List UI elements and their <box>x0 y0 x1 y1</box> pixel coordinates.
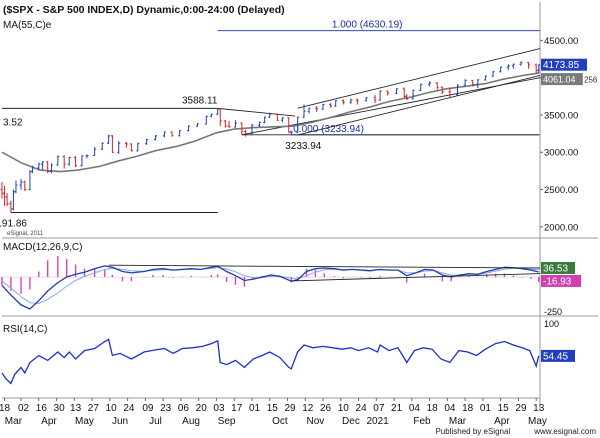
rsi-title: RSI(14,C) <box>3 324 47 335</box>
x-tick-label-12: 03 <box>213 403 225 414</box>
macd-panel: MACD(12,26,9,C) -250 36.53 -16.93 <box>1 242 598 317</box>
x-tick-label-15: 15 <box>267 403 279 414</box>
x-tick-label-11: 20 <box>196 403 208 414</box>
x-month-label-2: May <box>75 416 94 427</box>
x-tick-label-28: 15 <box>498 403 510 414</box>
x-tick-label-10: 06 <box>178 403 190 414</box>
annotation-3: 3.52 <box>3 118 23 129</box>
ma-value-badge: 4061.04 <box>543 75 576 85</box>
rsi-value-badge: 54.45 <box>543 351 568 362</box>
x-tick-label-14: 01 <box>249 403 261 414</box>
rsi-tick-label: 100 <box>544 319 559 329</box>
fib-label-1: 0.000 (3233.94) <box>293 124 364 135</box>
rsi-line <box>1 338 540 385</box>
x-tick-label-1: 02 <box>18 403 30 414</box>
x-tick-label-8: 09 <box>142 403 154 414</box>
site-link[interactable]: www.esignal.com <box>533 427 596 436</box>
x-month-label-9: Dec <box>342 416 360 427</box>
trendline-6 <box>297 48 541 109</box>
macd-trendline-0 <box>108 264 541 269</box>
x-tick-label-9: 23 <box>160 403 172 414</box>
ma-value-badge-bg <box>541 73 583 86</box>
published-by: Published by eSignal <box>435 427 510 436</box>
ma-label: MA(55,C)e <box>3 20 52 31</box>
x-tick-label-30: 13 <box>533 403 545 414</box>
x-axis: 18 02 16 30 13 27 10 24 09 23 06 20 03 17 01 15 29 12 26 10… <box>0 397 547 427</box>
trendline-4 <box>241 77 541 136</box>
annotation-2: 2191.86 <box>0 219 27 230</box>
x-month-label-14: May <box>528 416 547 427</box>
x-tick-label-24: 18 <box>427 403 439 414</box>
annotation-0: 3588.11 <box>182 95 218 106</box>
x-tick-label-27: 01 <box>480 403 492 414</box>
x-tick-label-6: 10 <box>106 403 118 414</box>
x-month-label-6: Sep <box>218 416 236 427</box>
macd-line <box>1 265 539 310</box>
x-tick-label-3: 30 <box>54 403 66 414</box>
macd-title: MACD(12,26,9,C) <box>3 242 82 253</box>
last-price-badge-bg <box>541 58 587 71</box>
x-tick-label-16: 29 <box>284 403 296 414</box>
price-panel: 2000.002500.003000.003500.004000.004500.… <box>0 2 598 410</box>
x-tick-label-20: 24 <box>356 403 368 414</box>
annotation-1: 3233.94 <box>285 141 322 152</box>
macd-value-badge-bg <box>541 261 575 274</box>
publisher-text: Published by eSignal www.esignal.com <box>435 427 596 436</box>
rsi-panel: RSI(14,C) 100 54.45 <box>1 319 575 385</box>
y-tick-label-2500: 2500.00 <box>544 185 578 196</box>
ma-line <box>1 72 539 173</box>
x-month-label-7: Oct <box>272 416 288 427</box>
x-tick-label-19: 10 <box>338 403 350 414</box>
x-tick-label-23: 04 <box>409 403 421 414</box>
ma-value-extra: 256 <box>584 76 598 85</box>
x-tick-label-4: 13 <box>70 403 82 414</box>
x-month-label-0: Mar <box>5 416 23 427</box>
x-tick-label-26: 18 <box>462 403 474 414</box>
x-tick-label-25: 04 <box>444 403 456 414</box>
x-tick-label-5: 27 <box>88 403 100 414</box>
macd-hist-badge: -16.93 <box>543 276 572 287</box>
x-month-label-4: Jul <box>149 416 162 427</box>
x-month-label-10: 2021 <box>366 416 389 427</box>
y-tick-label-3000: 3000.00 <box>544 148 578 159</box>
ma-label-text: MA(55,C) <box>3 20 46 31</box>
macd-value-badge: 36.53 <box>543 263 568 274</box>
copyright-text: eSignal, 2011 <box>7 231 44 237</box>
x-tick-label-2: 16 <box>36 403 48 414</box>
x-tick-label-13: 17 <box>231 403 243 414</box>
chart-title: ($SPX - S&P 500 INDEX,D) Dynamic,0:00-24… <box>3 4 285 16</box>
macd-hist-badge-bg <box>541 274 581 287</box>
x-tick-label-18: 26 <box>320 403 332 414</box>
y-tick-label-4500: 4500.00 <box>544 36 578 47</box>
x-month-label-5: Aug <box>182 416 200 427</box>
x-tick-label-7: 24 <box>123 403 135 414</box>
x-tick-label-21: 07 <box>373 403 385 414</box>
x-month-label-3: Jun <box>112 416 128 427</box>
fib-label-0: 1.000 (4630.19) <box>332 20 403 31</box>
trendline-5 <box>297 74 541 136</box>
x-tick-label-17: 12 <box>302 403 314 414</box>
macd-tick-label: -250 <box>544 307 562 317</box>
y-tick-label-2000: 2000.00 <box>544 222 578 233</box>
x-month-label-12: Mar <box>449 416 467 427</box>
x-tick-label-29: 29 <box>515 403 527 414</box>
rsi-value-badge-bg <box>541 349 575 362</box>
x-month-label-11: Feb <box>413 416 431 427</box>
x-month-label-8: Nov <box>307 416 325 427</box>
x-month-label-1: Apr <box>41 416 57 427</box>
trendline-3 <box>217 107 296 117</box>
last-price-badge: 4173.85 <box>543 60 580 71</box>
x-tick-label-22: 21 <box>391 403 403 414</box>
macd-trendline-1 <box>291 273 541 282</box>
x-tick-label-0: 18 <box>0 403 11 414</box>
y-tick-label-3500: 3500.00 <box>544 110 578 121</box>
ma-label-suffix: e <box>46 20 52 31</box>
x-month-label-13: Apr <box>494 416 510 427</box>
